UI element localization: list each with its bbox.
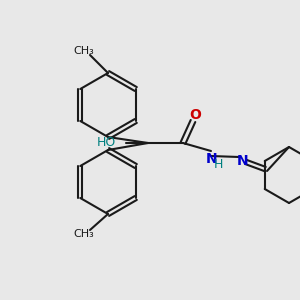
Text: H: H xyxy=(213,158,223,172)
Text: N: N xyxy=(206,152,218,166)
Text: HO: HO xyxy=(97,136,116,149)
Text: CH₃: CH₃ xyxy=(74,46,94,56)
Text: N: N xyxy=(237,154,249,168)
Text: CH₃: CH₃ xyxy=(74,229,94,239)
Text: O: O xyxy=(189,108,201,122)
